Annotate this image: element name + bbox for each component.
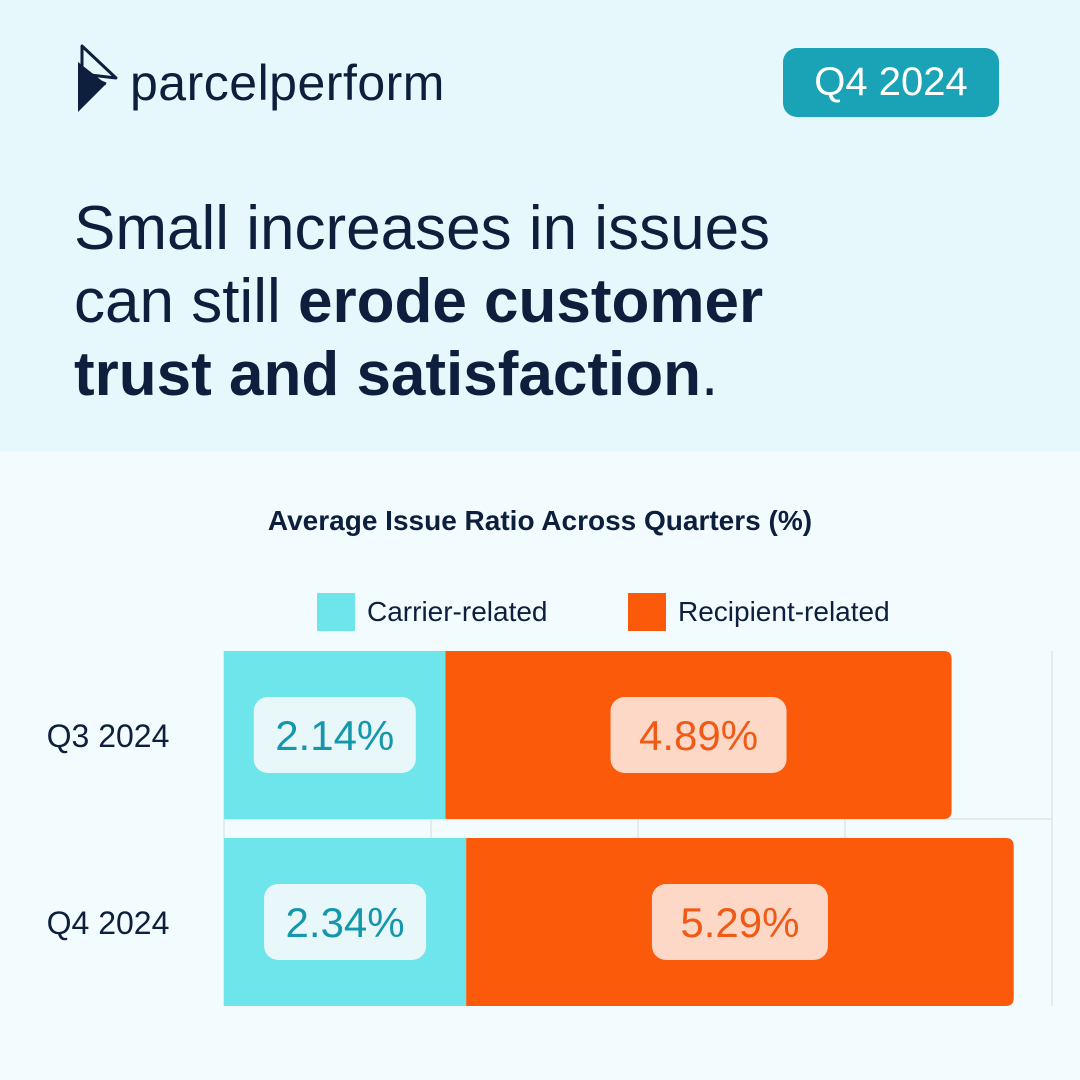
data-label-recipient: 5.29% bbox=[680, 899, 799, 946]
headline-line-1: Small increases in issues bbox=[74, 194, 771, 263]
brand-name: parcelperform bbox=[130, 55, 445, 111]
data-label-carrier-box bbox=[253, 697, 416, 773]
headline: Small increases in issues can still erod… bbox=[74, 192, 1014, 411]
category-label: Q4 2024 bbox=[47, 905, 170, 941]
data-label-recipient: 4.89% bbox=[639, 712, 758, 759]
legend-item-recipient: Recipient-related bbox=[628, 592, 890, 632]
legend-swatch-recipient bbox=[628, 593, 666, 631]
chart-title: Average Issue Ratio Across Quarters (%) bbox=[267, 505, 813, 536]
data-label-recipient-box bbox=[651, 884, 828, 960]
category-label: Q3 2024 bbox=[47, 718, 170, 754]
data-label-carrier: 2.34% bbox=[286, 899, 405, 946]
data-label-carrier-box bbox=[264, 884, 427, 960]
headline-line-2-regular: can still bbox=[74, 267, 298, 336]
data-label-carrier: 2.14% bbox=[275, 712, 394, 759]
parcelperform-logo-icon bbox=[78, 44, 118, 112]
header-panel: parcelperform Q4 2024 Small increases in… bbox=[0, 0, 1080, 452]
brand-logo: parcelperform bbox=[76, 44, 444, 114]
headline-line-3-bold: trust and satisfaction bbox=[74, 340, 701, 409]
legend-label-recipient: Recipient-related bbox=[678, 596, 890, 627]
legend-label-carrier: Carrier-related bbox=[367, 596, 548, 627]
headline-line-3-end: . bbox=[701, 340, 719, 409]
data-label-recipient-box bbox=[610, 697, 787, 773]
legend-swatch-carrier bbox=[317, 593, 355, 631]
legend-item-carrier: Carrier-related bbox=[317, 592, 548, 632]
quarter-badge: Q4 2024 bbox=[783, 48, 999, 117]
headline-line-2-bold: erode customer bbox=[297, 267, 764, 336]
